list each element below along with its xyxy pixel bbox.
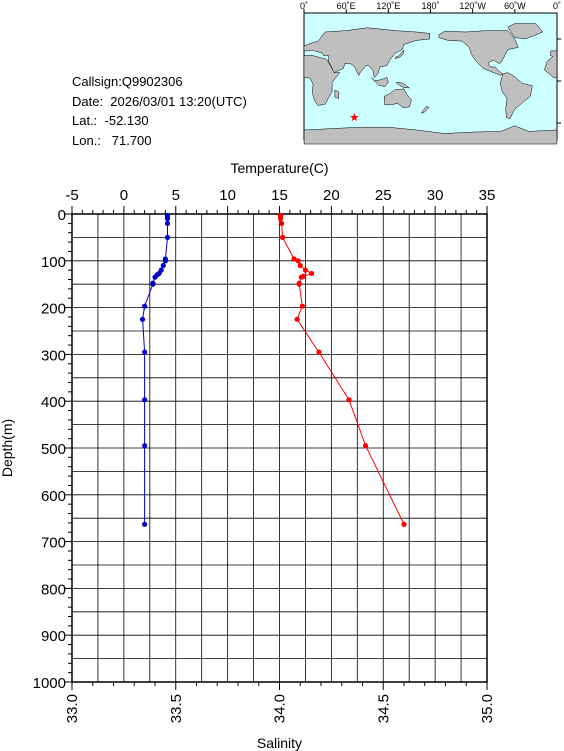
land-west-africa [544,50,558,78]
temperature-point [309,270,315,277]
depth-tick-label: 1000 [33,675,66,692]
temperature-point [278,220,285,226]
temperature-tick-label: 35 [479,187,496,204]
land-australia [383,88,412,108]
depth-tick-label: 500 [41,441,66,458]
map-lon-label: 120˚E [376,1,400,11]
temperature-series [277,212,407,527]
map-lon-label: 120˚W [459,1,486,11]
land-new-zealand [420,105,430,114]
salinity-point [152,274,158,280]
salinity-point [160,262,166,269]
map-lon-label: 0˚ [553,1,561,11]
map-gridlines [303,9,561,124]
float-info: Callsign:Q9902306 Date: 2026/03/01 13:20… [72,72,247,150]
lat-text: Lat.: -52.130 [72,113,149,128]
salinity-point [164,234,171,240]
callsign-text: Callsign:Q9902306 [72,74,183,89]
temperature-tick-label: 15 [271,187,288,204]
salinity-tick-labels: 33.0 33.5 34.0 34.5 35.0 [64,694,496,723]
salinity-series [139,212,171,527]
land-eurasia [303,27,431,79]
temperature-point [302,267,309,273]
land-africa [303,54,341,106]
land-new-guinea [395,82,411,89]
chart-grid [72,214,487,682]
chart-ticks [64,206,488,690]
map-lon-label: 60˚W [504,1,526,11]
salinity-point [142,397,148,403]
temperature-axis-title: Temperature(C) [230,160,328,176]
salinity-tick-label: 35.0 [479,694,496,723]
land-antarctica [303,125,558,145]
temperature-point [298,274,304,280]
depth-tick-labels: 0 100 200 300 400 500 600 700 800 900 1000 [33,207,66,692]
salinity-tick-label: 33.0 [64,694,81,723]
depth-tick-label: 200 [41,301,66,318]
temperature-tick-label: 10 [219,187,236,204]
depth-tick-label: 400 [41,394,66,411]
temperature-point [316,349,322,355]
temperature-point [299,303,305,309]
map-lon-label: 180˚ [421,1,439,11]
temperature-tick-label: 20 [323,187,340,204]
depth-tick-label: 600 [41,488,66,505]
land-madagascar [334,89,340,99]
depth-tick-label: 0 [58,207,66,224]
temperature-point [363,443,369,449]
temperature-point [294,316,300,322]
depth-tick-label: 900 [41,628,66,645]
depth-tick-label: 100 [41,254,66,271]
temperature-point [297,262,303,269]
depth-tick-label: 700 [41,535,66,552]
temperature-tick-label: 25 [375,187,392,204]
salinity-tick-label: 34.0 [272,694,289,723]
salinity-tick-label: 33.5 [168,694,185,723]
temperature-point [401,521,407,527]
land-indonesia [371,77,389,87]
temperature-tick-labels: -5 0 5 10 15 20 25 30 35 [65,187,495,204]
salinity-point [164,220,171,226]
depth-axis-title: Depth(m) [0,419,15,477]
salinity-point [142,349,148,355]
temperature-tick-label: 0 [120,187,128,204]
salinity-tick-label: 34.5 [375,694,392,723]
salinity-point [142,443,148,449]
map-land [303,23,558,145]
land-south-america [499,72,533,120]
map-lon-label: 0˚ [300,1,308,11]
temperature-point [277,216,284,222]
salinity-point [150,281,156,287]
temperature-point [295,258,301,264]
depth-tick-label: 300 [41,347,66,364]
salinity-axis-title: Salinity [257,735,302,751]
temperature-tick-label: 5 [172,187,180,204]
land-north-america [438,30,519,76]
temperature-tick-label: -5 [65,187,78,204]
salinity-point [142,521,148,527]
land-greenland [507,23,544,40]
salinity-point [162,258,168,264]
depth-tick-label: 800 [41,581,66,598]
temperature-tick-label: 30 [427,187,444,204]
temperature-point [280,234,286,240]
land-japan [395,49,405,59]
salinity-point [142,303,148,309]
temperature-point [346,397,352,403]
salinity-point [164,216,171,222]
salinity-point [139,316,146,322]
float-position-marker [350,112,359,122]
date-text: Date: 2026/03/01 13:20(UTC) [72,93,247,109]
temperature-point [291,256,297,262]
map-lon-label: 60˚E [337,1,356,11]
temperature-point [296,281,302,287]
lon-text: Lon.: 71.700 [72,132,152,148]
